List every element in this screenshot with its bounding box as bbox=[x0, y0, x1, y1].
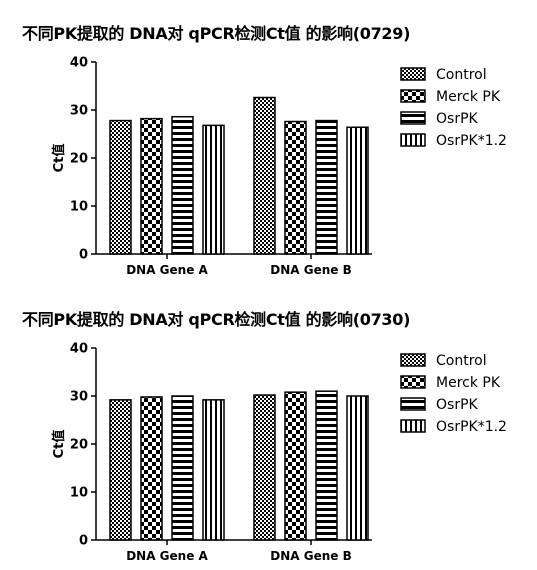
bar-chart-0730: 0 10 20 30 40 Ct值 DNA Gene A DNA Gene B Control M… bbox=[51, 342, 507, 564]
bar-osrpk-1-2-1 bbox=[346, 126, 369, 255]
legend-swatch bbox=[400, 419, 426, 433]
bar-osrpk-1 bbox=[315, 119, 338, 255]
bar-osrpk-1-2-0 bbox=[202, 399, 225, 541]
y-tick-label: 10 bbox=[70, 486, 88, 501]
y-tick-label: 40 bbox=[70, 56, 88, 71]
legend-label: OsrPK*1.2 bbox=[436, 419, 507, 435]
x-tick-label: DNA Gene B bbox=[270, 549, 351, 563]
bar-osrpk-0 bbox=[171, 115, 194, 255]
y-axis-label: Ct值 bbox=[51, 144, 67, 173]
legend-swatch bbox=[400, 111, 426, 125]
bar-osrpk-1 bbox=[315, 390, 338, 541]
bar-control-0 bbox=[109, 399, 132, 541]
y-tick-label: 0 bbox=[79, 248, 88, 263]
legend-label: Merck PK bbox=[436, 89, 501, 105]
chart-title: 不同PK提取的 DNA对 qPCR检测Ct值 的影响(0729) bbox=[22, 24, 411, 43]
bar-osrpk-1-2-1 bbox=[346, 395, 369, 541]
legend-label: Control bbox=[436, 353, 487, 369]
bar-merck-pk-0 bbox=[140, 396, 163, 541]
legend-swatch bbox=[400, 375, 426, 389]
legend-label: OsrPK*1.2 bbox=[436, 133, 507, 149]
bar-merck-pk-1 bbox=[284, 391, 307, 541]
chart-panel-0729: 不同PK提取的 DNA对 qPCR检测Ct值 的影响(0729) 0 10 20 30… bbox=[0, 0, 537, 284]
bar-osrpk-0 bbox=[171, 395, 194, 541]
bar-merck-pk-0 bbox=[140, 117, 163, 255]
legend-label: OsrPK bbox=[436, 111, 479, 127]
chart-title: 不同PK提取的 DNA对 qPCR检测Ct值 的影响(0730) bbox=[22, 310, 411, 329]
y-tick-label: 30 bbox=[70, 390, 88, 405]
bar-control-1 bbox=[253, 96, 276, 255]
bar-chart-0729: 0 10 20 30 40 Ct值 DNA Gene A DNA Gene B Control M… bbox=[51, 56, 507, 278]
y-tick-label: 0 bbox=[79, 534, 88, 549]
y-tick-label: 20 bbox=[70, 152, 88, 167]
legend-swatch bbox=[400, 89, 426, 103]
legend-label: Merck PK bbox=[436, 375, 501, 391]
legend-swatch bbox=[400, 67, 426, 81]
x-tick-label: DNA Gene B bbox=[270, 263, 351, 277]
y-axis-label: Ct值 bbox=[51, 430, 67, 459]
legend-label: Control bbox=[436, 67, 487, 83]
y-tick-label: 10 bbox=[70, 200, 88, 215]
legend-label: OsrPK bbox=[436, 397, 479, 413]
y-tick-label: 30 bbox=[70, 104, 88, 119]
bar-merck-pk-1 bbox=[284, 120, 307, 255]
legend-swatch bbox=[400, 397, 426, 411]
chart-panel-0730: 不同PK提取的 DNA对 qPCR检测Ct值 的影响(0730) 0 10 20 30… bbox=[0, 286, 537, 570]
bar-control-0 bbox=[109, 119, 132, 255]
bar-control-1 bbox=[253, 394, 276, 541]
x-tick-label: DNA Gene A bbox=[126, 549, 208, 563]
y-tick-label: 40 bbox=[70, 342, 88, 357]
legend-swatch bbox=[400, 353, 426, 367]
bar-osrpk-1-2-0 bbox=[202, 124, 225, 255]
legend-swatch bbox=[400, 133, 426, 147]
x-tick-label: DNA Gene A bbox=[126, 263, 208, 277]
y-tick-label: 20 bbox=[70, 438, 88, 453]
